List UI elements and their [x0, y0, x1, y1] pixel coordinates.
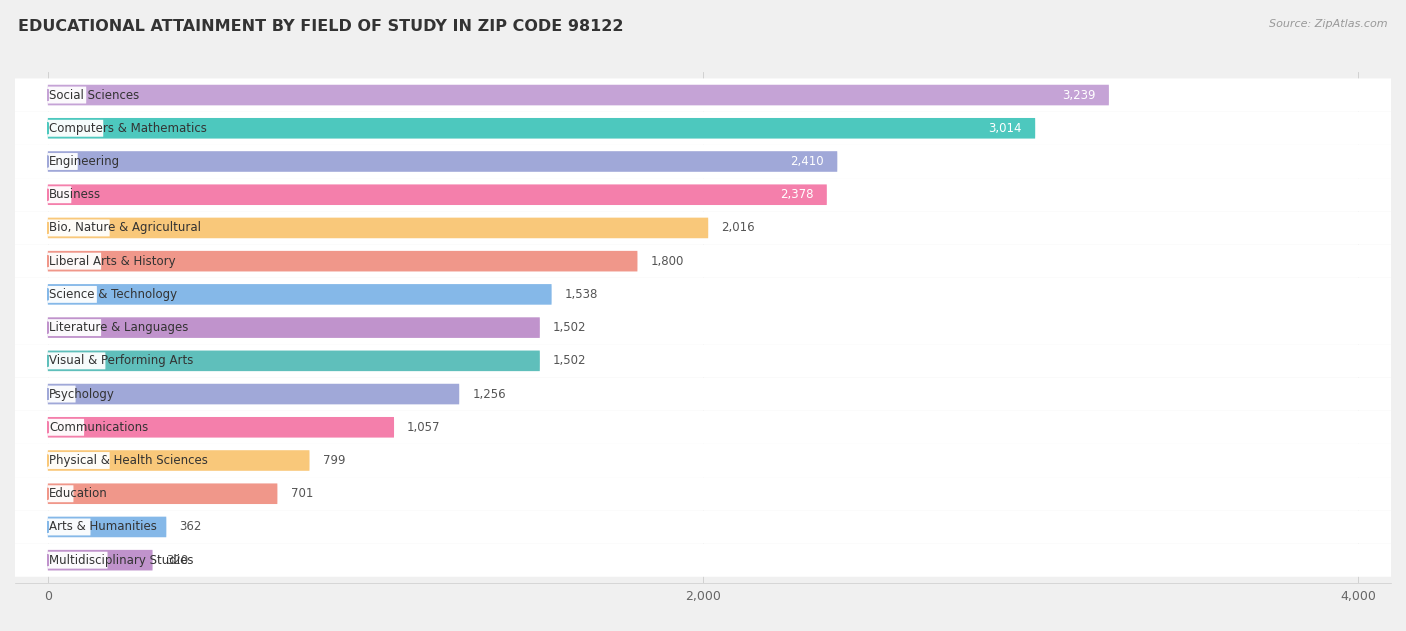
Text: Source: ZipAtlas.com: Source: ZipAtlas.com — [1270, 19, 1388, 29]
Text: 799: 799 — [322, 454, 344, 467]
FancyBboxPatch shape — [48, 153, 77, 170]
FancyBboxPatch shape — [48, 151, 838, 172]
Text: Multidisciplinary Studies: Multidisciplinary Studies — [49, 553, 194, 567]
FancyBboxPatch shape — [48, 352, 105, 369]
FancyBboxPatch shape — [15, 345, 1391, 377]
Text: 1,502: 1,502 — [553, 355, 586, 367]
FancyBboxPatch shape — [48, 85, 1109, 105]
FancyBboxPatch shape — [48, 118, 1035, 139]
Text: Liberal Arts & History: Liberal Arts & History — [49, 255, 176, 268]
Text: Bio, Nature & Agricultural: Bio, Nature & Agricultural — [49, 221, 201, 235]
FancyBboxPatch shape — [48, 384, 460, 404]
FancyBboxPatch shape — [48, 184, 827, 205]
FancyBboxPatch shape — [48, 253, 101, 269]
FancyBboxPatch shape — [48, 86, 86, 103]
Text: 3,239: 3,239 — [1063, 88, 1095, 102]
FancyBboxPatch shape — [48, 452, 110, 469]
FancyBboxPatch shape — [48, 483, 277, 504]
FancyBboxPatch shape — [15, 178, 1391, 211]
FancyBboxPatch shape — [48, 351, 540, 371]
FancyBboxPatch shape — [15, 444, 1391, 477]
FancyBboxPatch shape — [48, 218, 709, 239]
FancyBboxPatch shape — [15, 510, 1391, 543]
Text: 701: 701 — [291, 487, 314, 500]
Text: 1,057: 1,057 — [408, 421, 440, 433]
Text: Science & Technology: Science & Technology — [49, 288, 177, 301]
Text: 362: 362 — [180, 521, 202, 533]
FancyBboxPatch shape — [15, 411, 1391, 444]
Text: Literature & Languages: Literature & Languages — [49, 321, 188, 334]
FancyBboxPatch shape — [15, 377, 1391, 411]
Text: Engineering: Engineering — [49, 155, 121, 168]
FancyBboxPatch shape — [48, 284, 551, 305]
FancyBboxPatch shape — [15, 311, 1391, 345]
Text: Psychology: Psychology — [49, 387, 115, 401]
FancyBboxPatch shape — [15, 477, 1391, 510]
Text: 320: 320 — [166, 553, 188, 567]
FancyBboxPatch shape — [15, 543, 1391, 577]
FancyBboxPatch shape — [48, 120, 103, 137]
Text: EDUCATIONAL ATTAINMENT BY FIELD OF STUDY IN ZIP CODE 98122: EDUCATIONAL ATTAINMENT BY FIELD OF STUDY… — [18, 19, 624, 34]
Text: 1,502: 1,502 — [553, 321, 586, 334]
FancyBboxPatch shape — [15, 112, 1391, 145]
Text: Physical & Health Sciences: Physical & Health Sciences — [49, 454, 208, 467]
FancyBboxPatch shape — [48, 286, 97, 303]
Text: Arts & Humanities: Arts & Humanities — [49, 521, 157, 533]
Text: 1,256: 1,256 — [472, 387, 506, 401]
FancyBboxPatch shape — [48, 519, 90, 535]
Text: 1,800: 1,800 — [651, 255, 683, 268]
FancyBboxPatch shape — [48, 317, 540, 338]
FancyBboxPatch shape — [48, 485, 73, 502]
Text: 2,410: 2,410 — [790, 155, 824, 168]
Text: Visual & Performing Arts: Visual & Performing Arts — [49, 355, 194, 367]
FancyBboxPatch shape — [48, 417, 394, 437]
FancyBboxPatch shape — [15, 278, 1391, 311]
FancyBboxPatch shape — [48, 450, 309, 471]
Text: Computers & Mathematics: Computers & Mathematics — [49, 122, 207, 135]
Text: Business: Business — [49, 188, 101, 201]
FancyBboxPatch shape — [48, 251, 637, 271]
Text: 2,378: 2,378 — [780, 188, 814, 201]
FancyBboxPatch shape — [48, 186, 72, 203]
Text: 1,538: 1,538 — [565, 288, 598, 301]
Text: Education: Education — [49, 487, 108, 500]
FancyBboxPatch shape — [48, 550, 153, 570]
FancyBboxPatch shape — [15, 211, 1391, 245]
FancyBboxPatch shape — [48, 419, 84, 436]
Text: Communications: Communications — [49, 421, 149, 433]
Text: 2,016: 2,016 — [721, 221, 755, 235]
FancyBboxPatch shape — [48, 551, 107, 569]
FancyBboxPatch shape — [48, 517, 166, 537]
FancyBboxPatch shape — [15, 78, 1391, 112]
FancyBboxPatch shape — [48, 386, 76, 403]
FancyBboxPatch shape — [15, 245, 1391, 278]
FancyBboxPatch shape — [48, 319, 101, 336]
FancyBboxPatch shape — [48, 220, 110, 237]
Text: Social Sciences: Social Sciences — [49, 88, 139, 102]
Text: 3,014: 3,014 — [988, 122, 1022, 135]
FancyBboxPatch shape — [15, 145, 1391, 178]
